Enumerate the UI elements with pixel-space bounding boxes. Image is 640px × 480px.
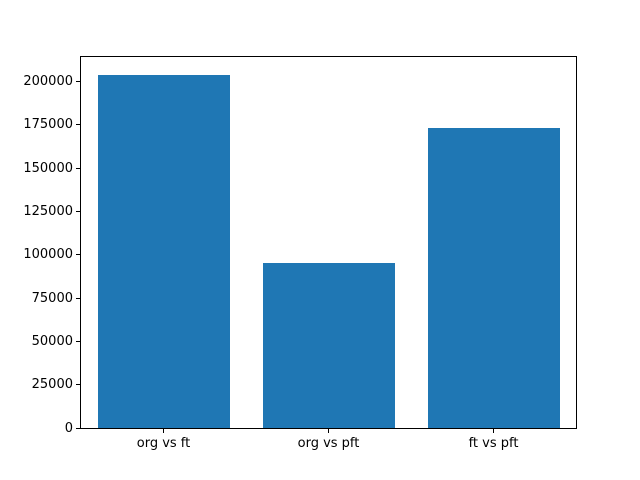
x-tick-label: org vs ft <box>136 436 191 451</box>
y-tick-label: 50000 <box>31 333 73 349</box>
y-tick-mark <box>76 210 80 212</box>
y-tick-mark <box>76 167 80 169</box>
y-tick-mark <box>76 254 80 256</box>
plot-area: 0 25000 50000 75000 100000 125000 150000 175000… <box>23 56 577 451</box>
y-tick-mark <box>76 427 80 429</box>
y-tick-mark <box>76 340 80 342</box>
x-tick-mark <box>328 429 329 433</box>
y-tick-label: 175000 <box>23 117 73 133</box>
y-tick-mark <box>76 81 80 83</box>
y-tick-mark <box>76 384 80 386</box>
bar <box>262 263 395 428</box>
y-tick-label: 100000 <box>23 247 73 263</box>
y-tick-label: 0 <box>64 420 73 436</box>
y-tick-label: 25000 <box>31 377 73 393</box>
x-tick-label: org vs pft <box>297 436 360 451</box>
x-tick-mark <box>163 429 164 433</box>
bar <box>427 128 560 428</box>
y-tick-label: 150000 <box>23 160 73 176</box>
y-tick-label: 200000 <box>23 74 73 90</box>
x-tick-label: ft vs pft <box>468 436 519 451</box>
y-tick-mark <box>76 297 80 299</box>
y-tick-label: 75000 <box>31 290 73 306</box>
y-tick-label: 125000 <box>23 203 73 219</box>
x-tick-mark <box>493 429 494 433</box>
bar <box>97 74 230 428</box>
y-tick-mark <box>76 124 80 126</box>
